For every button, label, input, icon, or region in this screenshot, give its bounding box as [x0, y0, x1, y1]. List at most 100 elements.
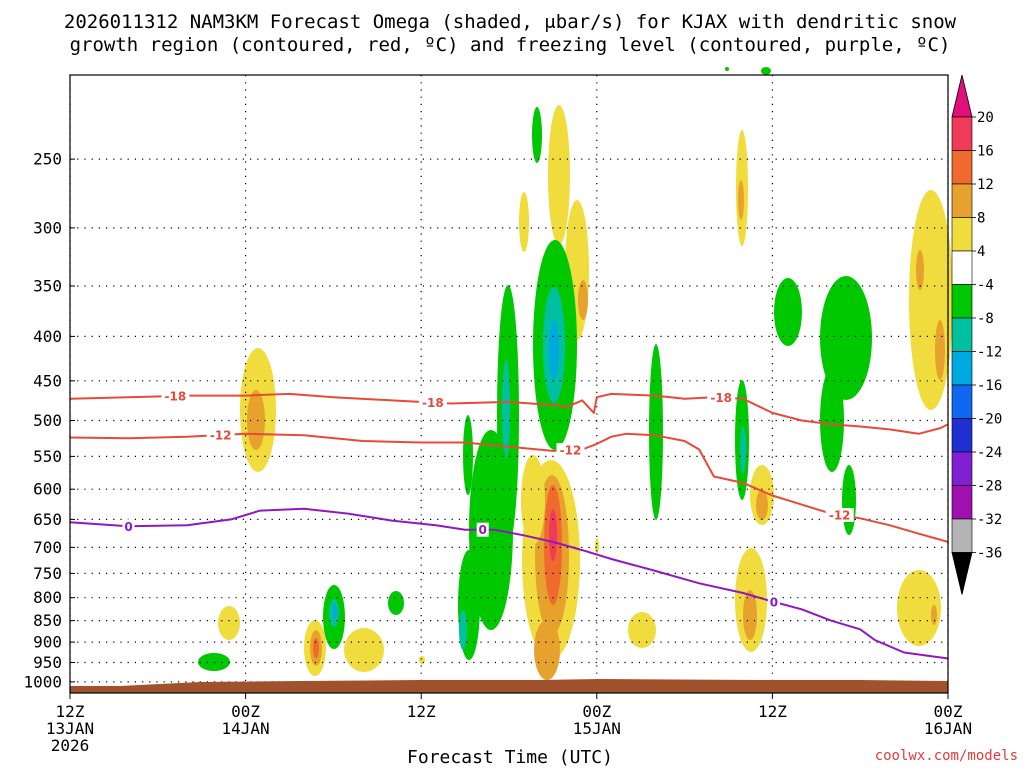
- colorbar-label: -24: [977, 445, 1002, 461]
- time-tick-label: 12Z: [407, 702, 436, 721]
- omega-shade-blob: [247, 390, 265, 450]
- contour-label-bg: [206, 428, 235, 443]
- colorbar-label: -28: [977, 479, 1002, 495]
- pressure-tick-label: 250: [33, 150, 62, 169]
- colorbar-top-arrow: [951, 74, 973, 118]
- omega-shade-blob: [649, 344, 663, 520]
- omega-shade-blob: [502, 360, 510, 460]
- omega-shade-blob: [549, 320, 559, 380]
- pressure-tick-label: 950: [33, 653, 62, 672]
- contour-label--12: -12: [560, 444, 582, 458]
- watermark: coolwx.com/models: [875, 748, 1018, 764]
- colorbar-label: 16: [977, 144, 994, 160]
- pressure-tick-label: 400: [33, 327, 62, 346]
- contour-label-bg: [476, 522, 489, 537]
- omega-shade-blob: [935, 320, 945, 380]
- chart-title-line1: 2026011312 NAM3KM Forecast Omega (shaded…: [64, 11, 957, 33]
- colorbar-swatch: [951, 351, 973, 386]
- colorbar-label: -4: [977, 278, 994, 294]
- omega-shade-blob: [774, 278, 802, 346]
- contour-label-0: 0: [124, 520, 132, 534]
- pressure-tick-label: 500: [33, 411, 62, 430]
- contour-label--18: -18: [710, 391, 732, 405]
- omega-colorbar: 20 16 12 8 4 -4 -8 -12 -16 -20 -24 -28 -32 -36: [951, 74, 1002, 595]
- omega-shade-blob: [578, 280, 588, 320]
- pressure-tick-label: 350: [33, 277, 62, 296]
- omega-shade-blob: [344, 628, 384, 672]
- omega-shade-blob: [595, 538, 599, 554]
- colorbar-label: -20: [977, 412, 1002, 428]
- omega-shade-blob: [743, 590, 757, 640]
- plot-frame: [69, 74, 949, 694]
- colorbar-bottom-arrow: [951, 552, 973, 595]
- colorbar-swatch: [951, 485, 973, 520]
- omega-shade-blob: [549, 509, 557, 561]
- contour-label-bg: [556, 443, 585, 458]
- contour-label-0: 0: [770, 595, 778, 609]
- colorbar-swatch: [951, 217, 973, 252]
- omega-shade-blob: [931, 605, 937, 625]
- omega-shade-blob: [897, 570, 941, 646]
- omega-shade-blob: [459, 610, 467, 650]
- colorbar-swatch: [951, 284, 973, 319]
- x-axis-label: Forecast Time (UTC): [407, 747, 613, 768]
- omega-shaded-regions: [198, 67, 953, 680]
- time-tick-label: 00Z: [934, 702, 963, 721]
- contour-label-bg: [122, 519, 135, 534]
- omega-shade-blob: [820, 368, 844, 472]
- pressure-tick-label: 800: [33, 588, 62, 607]
- pressure-tick-label: 650: [33, 510, 62, 529]
- colorbar-label: 8: [977, 211, 985, 227]
- contour-line--18: [69, 392, 949, 435]
- omega-shade-blob: [909, 190, 953, 410]
- omega-shade-blob: [463, 415, 473, 495]
- contour-label-bg: [161, 388, 190, 403]
- colorbar-label: -36: [977, 546, 1002, 562]
- omega-shade-blob: [916, 250, 924, 290]
- time-tick-label: 12Z: [56, 702, 85, 721]
- omega-shade-blob: [534, 620, 560, 680]
- colorbar-swatch: [951, 451, 973, 486]
- colorbar-label: -12: [977, 345, 1002, 361]
- omega-shade-blob: [532, 107, 542, 163]
- colorbar-swatch: [951, 518, 973, 553]
- time-tick-label: 15JAN: [573, 719, 621, 738]
- colorbar-swatch: [951, 384, 973, 419]
- omega-shade-blob: [519, 192, 529, 252]
- omega-shade-blob: [738, 180, 744, 220]
- omega-shade-blob: [388, 591, 404, 615]
- pressure-axis: 250 300 350 400 450 500 550 600 650 700 750 800 850 9…: [23, 150, 75, 691]
- time-tick-label: 12Z: [758, 702, 787, 721]
- time-tick-label: 2026: [51, 736, 90, 755]
- contour-label--12: -12: [210, 429, 232, 443]
- contour-label--12: -12: [829, 509, 851, 523]
- pressure-tick-label: 1000: [23, 672, 62, 691]
- contour-label--18: -18: [165, 389, 187, 403]
- omega-shade-blob: [740, 426, 746, 474]
- contour-line-0: [69, 507, 949, 660]
- omega-shade-blob: [761, 67, 771, 75]
- time-tick-label: 16JAN: [924, 719, 972, 738]
- colorbar-swatch: [951, 418, 973, 453]
- pressure-tick-label: 700: [33, 538, 62, 557]
- contour-lines: -18 -18 -18 -12 -12 -12 0 0 0: [69, 388, 949, 660]
- contour-label--18: -18: [422, 396, 444, 410]
- colorbar-label: -16: [977, 378, 1002, 394]
- time-tick-label: 14JAN: [222, 719, 270, 738]
- colorbar-label: -32: [977, 512, 1002, 528]
- pressure-tick-label: 750: [33, 564, 62, 583]
- omega-shade-blob: [419, 656, 425, 664]
- colorbar-label: 4: [977, 244, 985, 260]
- terrain-ground-band: [70, 679, 948, 693]
- colorbar-swatch: [951, 183, 973, 218]
- chart-title-line2: growth region (contoured, red, ºC) and f…: [70, 34, 951, 56]
- pressure-tick-label: 850: [33, 611, 62, 630]
- pressure-tick-label: 550: [33, 447, 62, 466]
- terrain-band: [70, 679, 948, 693]
- colorbar-swatch: [951, 317, 973, 352]
- pressure-tick-label: 300: [33, 218, 62, 237]
- colorbar-label: 12: [977, 177, 994, 193]
- colorbar-swatch: [951, 250, 973, 285]
- omega-shade-blob: [725, 67, 729, 71]
